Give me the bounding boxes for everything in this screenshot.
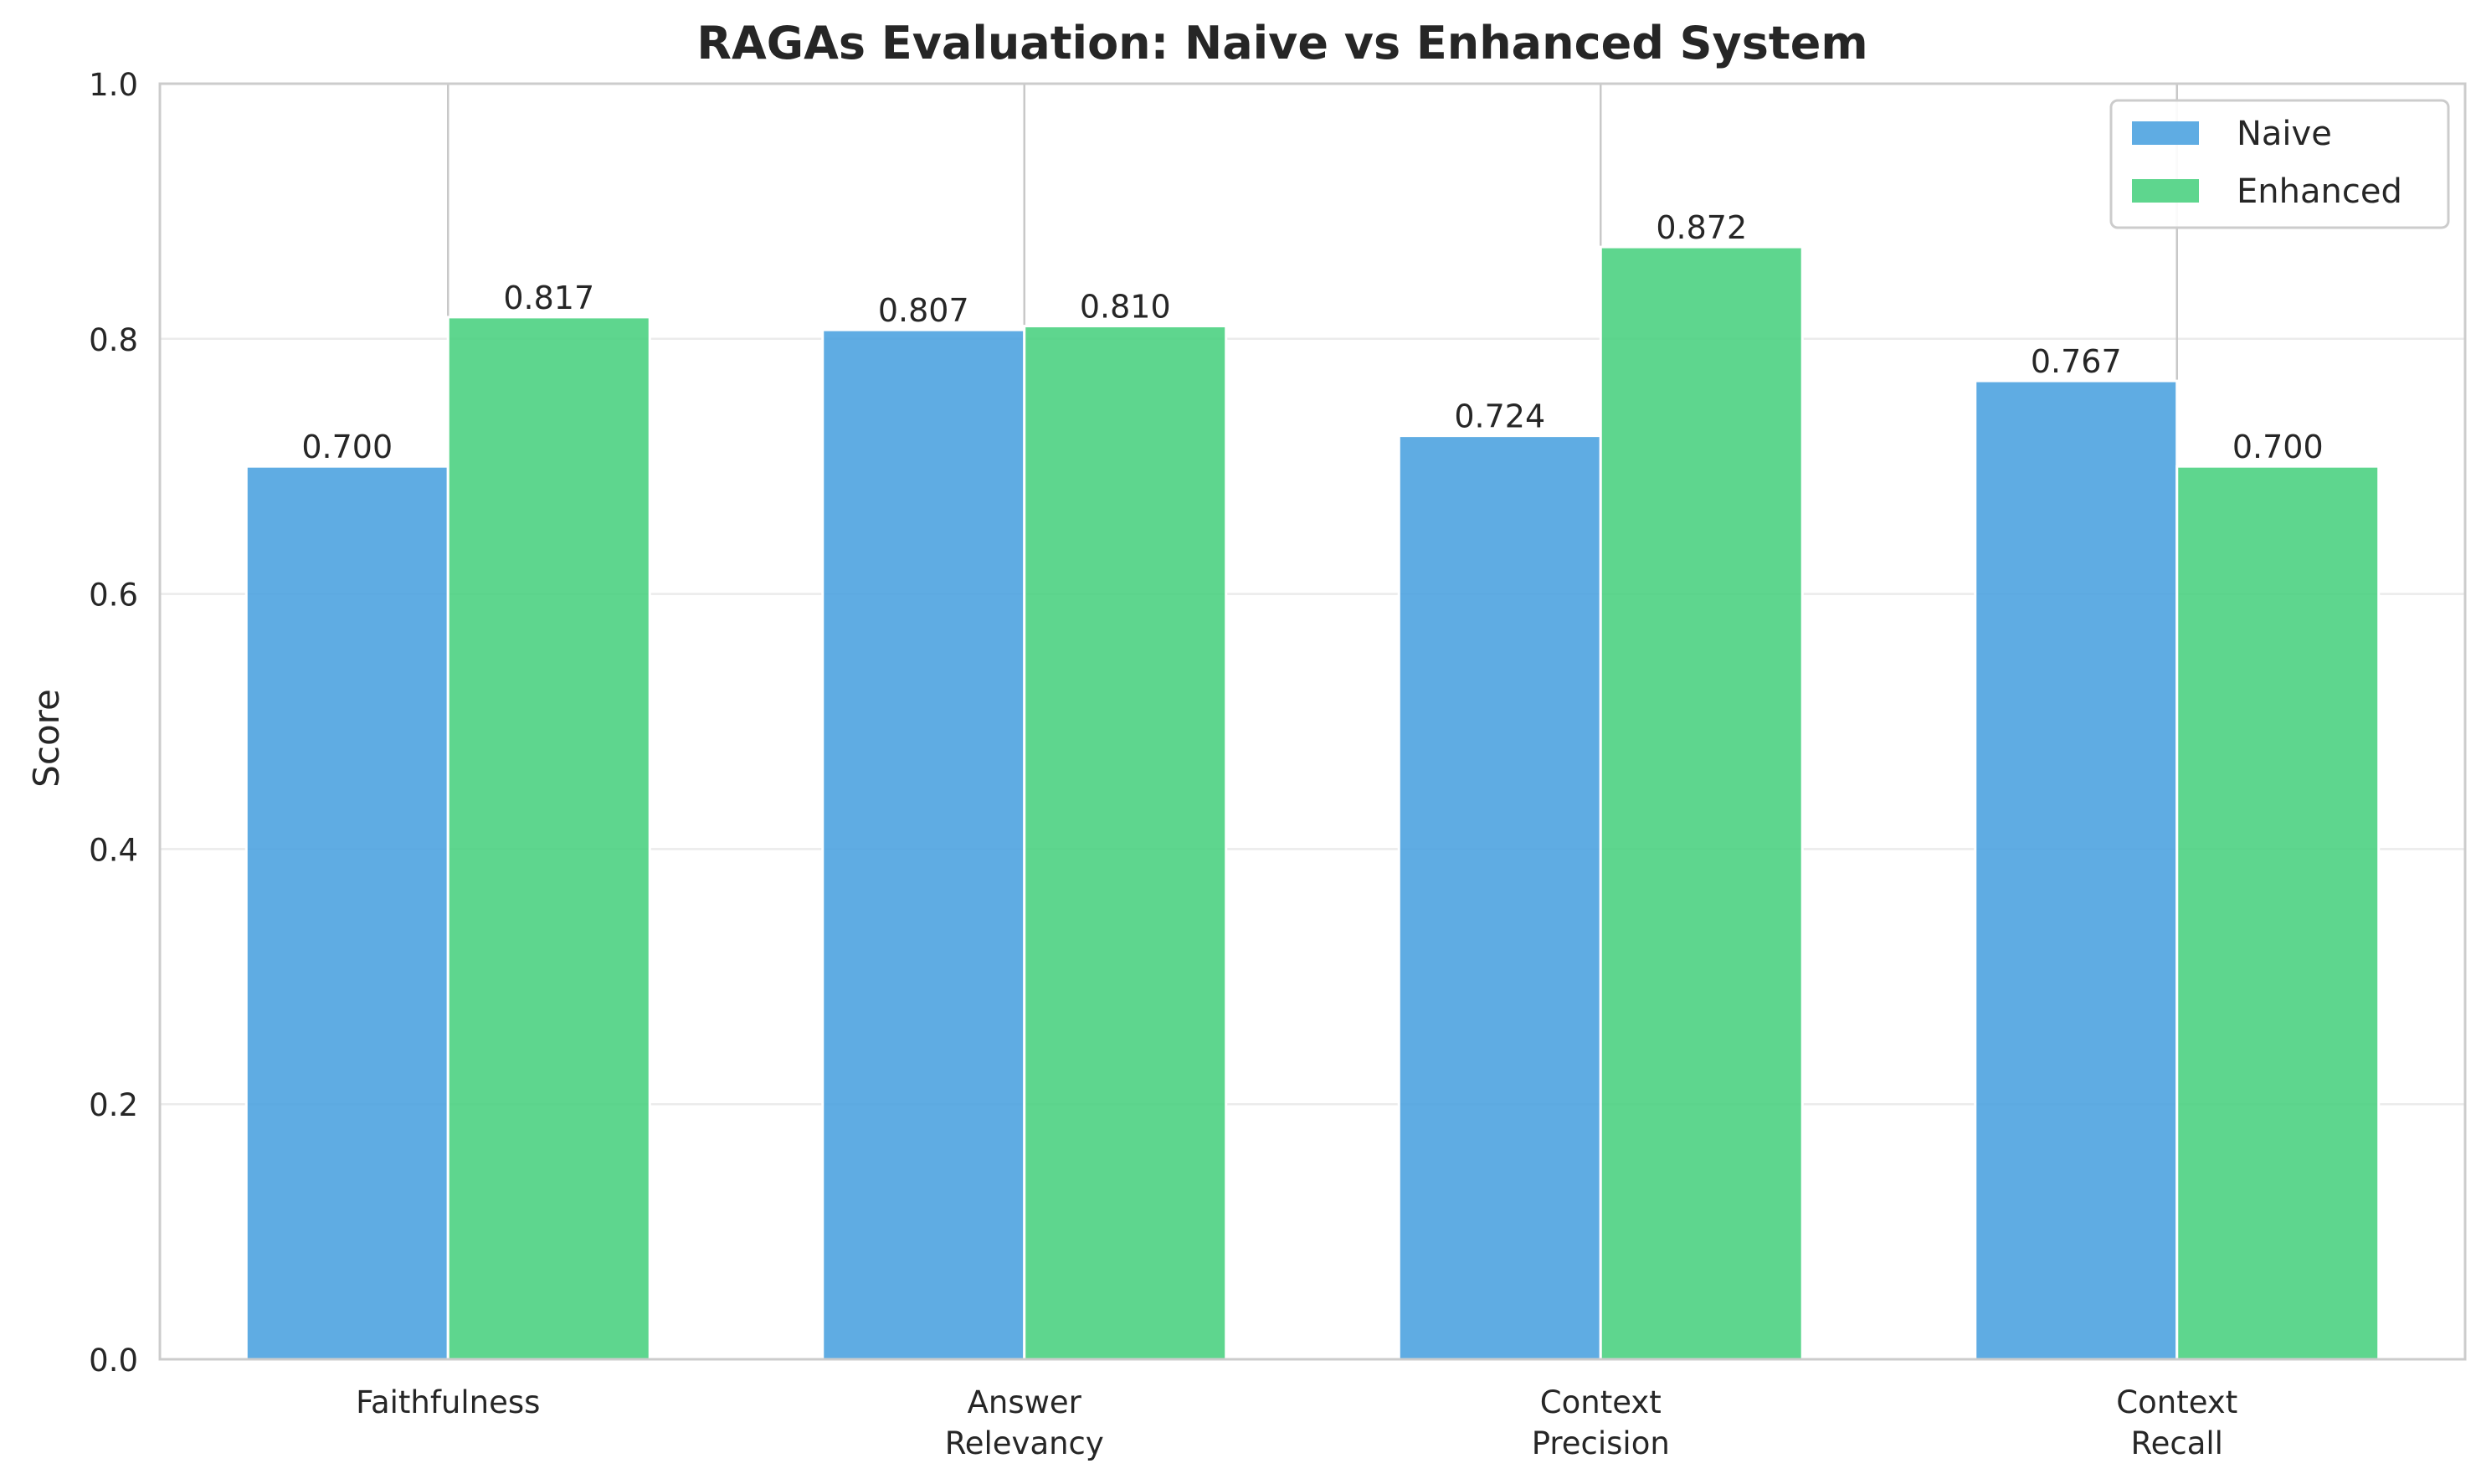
bar-value-labels: 0.700 0.817 0.807 0.810 0.724 0.872 0.767 0.700 [301,209,2323,465]
bar-enhanced [1023,325,1228,1361]
bar-value-label: 0.700 [2232,429,2324,465]
bar-value-label: 0.767 [2031,343,2122,380]
bar-value-label: 0.700 [301,429,393,465]
x-tick-label-line: Faithfulness [356,1384,540,1420]
x-tick-label-line: Recall [2131,1425,2223,1461]
x-tick-label: Faithfulness [356,1384,540,1420]
x-tick-label-line: Answer [968,1384,1082,1420]
x-tick-label: Answer Relevancy [945,1384,1104,1461]
bar-value-label: 0.872 [1656,209,1747,246]
y-tick-labels: 0.0 0.2 0.4 0.6 0.8 1.0 [89,67,138,1379]
bar-enhanced [446,316,651,1361]
y-tick-label: 0.0 [89,1343,138,1379]
chart-title: RAGAs Evaluation: Naive vs Enhanced Syst… [696,17,1867,69]
legend-swatch-naive [2132,121,2199,145]
y-tick-label: 0.6 [89,578,138,614]
bar-enhanced [2175,465,2381,1361]
bar-naive [821,328,1026,1361]
bar-value-label: 0.817 [503,280,594,316]
x-tick-label-line: Relevancy [945,1425,1104,1461]
legend-label-naive: Naive [2237,115,2332,153]
x-tick-labels: Faithfulness Answer Relevancy Context Precis… [356,1384,2237,1461]
legend-label-enhanced: Enhanced [2237,172,2402,211]
y-tick-label: 0.4 [89,832,138,868]
x-tick-label-line: Context [1540,1384,1662,1420]
x-tick-label-line: Precision [1532,1425,1670,1461]
bars [244,245,2381,1361]
x-tick-label-line: Context [2116,1384,2237,1420]
y-tick-label: 0.8 [89,322,138,358]
legend-swatch-enhanced [2132,179,2199,203]
plot-frame [158,82,2467,1361]
bar-naive [244,465,449,1361]
legend: Naive Enhanced [2109,99,2450,229]
y-tick-label: 0.2 [89,1087,138,1123]
y-axis-label: Score [26,689,67,788]
bar-value-label: 0.807 [878,292,969,329]
x-tick-label: Context Recall [2116,1384,2237,1461]
y-tick-label: 1.0 [89,67,138,103]
bar-naive [1397,434,1602,1361]
bar-value-label: 0.724 [1454,398,1545,435]
bar-naive [1974,379,2179,1361]
bar-value-label: 0.810 [1080,289,1171,326]
x-tick-label: Context Precision [1532,1384,1670,1461]
bar-enhanced [1599,245,1804,1361]
